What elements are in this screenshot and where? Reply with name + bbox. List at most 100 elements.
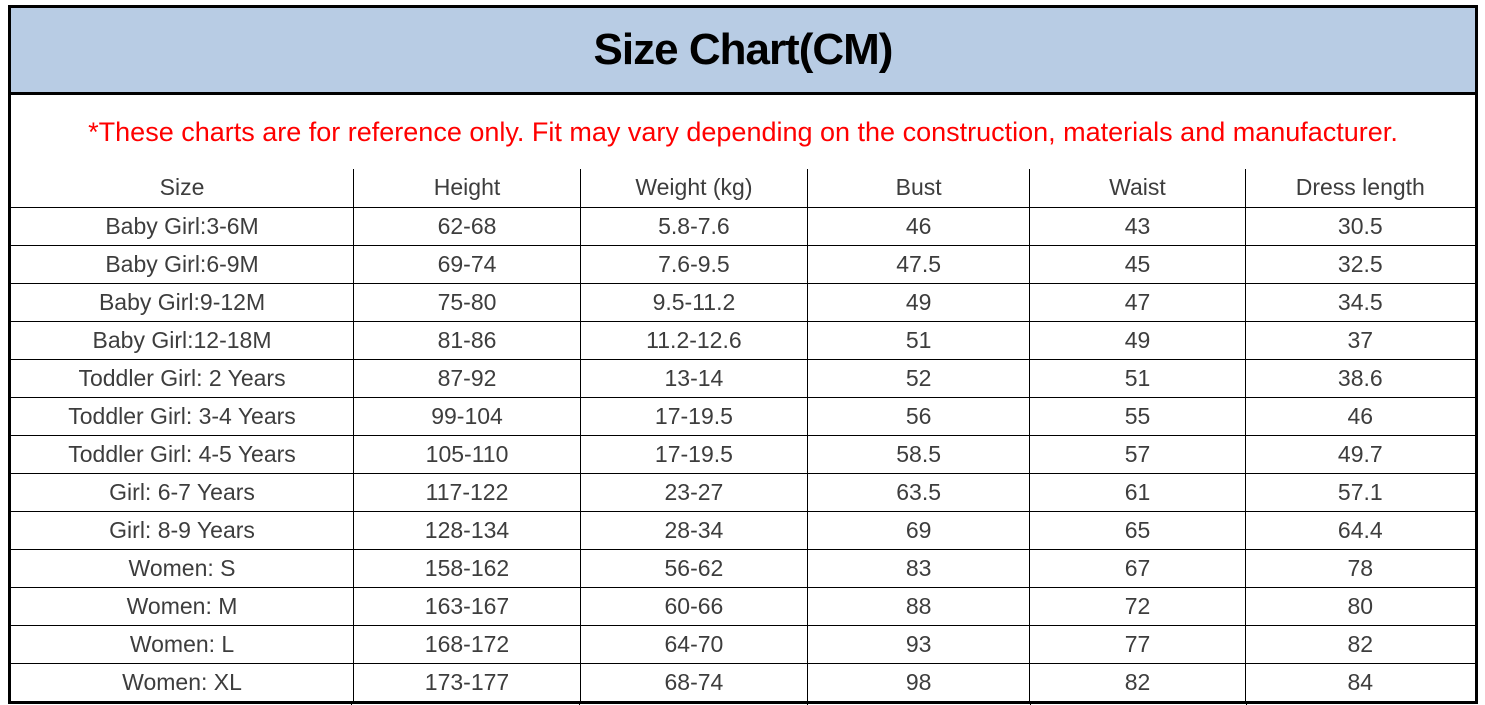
table-row: Women: S 158-162 56-62 83 67 78 <box>11 548 1475 588</box>
table-row: Baby Girl:6-9M 69-74 7.6-9.5 47.5 45 32.5 <box>11 244 1475 284</box>
table-cell: 173-177 <box>353 662 581 701</box>
table-cell: 158-162 <box>353 548 581 588</box>
table-cell: 55 <box>1029 396 1246 436</box>
table-cell: Baby Girl:12-18M <box>11 320 355 360</box>
table-cell: 23-27 <box>579 472 808 512</box>
table-cell: 32.5 <box>1244 244 1475 284</box>
disclaimer-row: *These charts are for reference only. Fi… <box>11 95 1475 169</box>
table-cell: 68-74 <box>579 662 808 701</box>
chart-frame: *These charts are for reference only. Fi… <box>8 95 1478 704</box>
table-cell: 51 <box>806 320 1031 360</box>
table-cell: 67 <box>1029 548 1246 588</box>
table-cell: 37 <box>1244 320 1475 360</box>
table-cell: 61 <box>1029 472 1246 512</box>
column-header: Size <box>11 169 355 208</box>
size-chart-sheet: Size Chart(CM) *These charts are for ref… <box>8 0 1478 705</box>
table-row: Toddler Girl: 4-5 Years 105-110 17-19.5 58.… <box>11 434 1475 474</box>
table-cell: 30.5 <box>1244 206 1475 246</box>
column-header: Waist <box>1029 169 1246 208</box>
table-cell: Women: L <box>11 624 355 664</box>
table-cell: Girl: 6-7 Years <box>11 472 355 512</box>
table-cell: 69-74 <box>353 244 581 284</box>
table-cell: 64.4 <box>1244 510 1475 550</box>
table-cell: Baby Girl:6-9M <box>11 244 355 284</box>
table-cell: 57.1 <box>1244 472 1475 512</box>
table-cell: 46 <box>806 206 1031 246</box>
table-cell: 56-62 <box>579 548 808 588</box>
table-cell: 82 <box>1244 624 1475 664</box>
table-cell: 69 <box>806 510 1031 550</box>
table-row: Women: M 163-167 60-66 88 72 80 <box>11 586 1475 626</box>
table-cell: 58.5 <box>806 434 1031 474</box>
table-row: Baby Girl:9-12M 75-80 9.5-11.2 49 47 34.5 <box>11 282 1475 322</box>
table-cell: 17-19.5 <box>579 434 808 474</box>
table-row: Girl: 8-9 Years 128-134 28-34 69 65 64.4 <box>11 510 1475 550</box>
table-cell: 9.5-11.2 <box>579 282 808 322</box>
table-row: Women: XL 173-177 68-74 98 82 84 <box>11 662 1475 701</box>
title-bar: Size Chart(CM) <box>8 5 1478 95</box>
table-row: Women: L 168-172 64-70 93 77 82 <box>11 624 1475 664</box>
table-header-row: Size Height Weight (kg) Bust Waist Dress leng… <box>11 169 1475 208</box>
table-cell: Baby Girl:3-6M <box>11 206 355 246</box>
table-cell: 117-122 <box>353 472 581 512</box>
table-cell: 47.5 <box>806 244 1031 284</box>
table-cell: 65 <box>1029 510 1246 550</box>
size-table: Size Height Weight (kg) Bust Waist Dress leng… <box>11 169 1475 701</box>
table-cell: 5.8-7.6 <box>579 206 808 246</box>
table-cell: 168-172 <box>353 624 581 664</box>
table-cell: 13-14 <box>579 358 808 398</box>
table-cell: 77 <box>1029 624 1246 664</box>
table-cell: 83 <box>806 548 1031 588</box>
table-cell: 62-68 <box>353 206 581 246</box>
column-header: Weight (kg) <box>579 169 808 208</box>
table-cell: 57 <box>1029 434 1246 474</box>
table-cell: 78 <box>1244 548 1475 588</box>
table-cell: 81-86 <box>353 320 581 360</box>
table-cell: 52 <box>806 358 1031 398</box>
table-row: Girl: 6-7 Years 117-122 23-27 63.5 61 57.1 <box>11 472 1475 512</box>
table-cell: 72 <box>1029 586 1246 626</box>
table-cell: 45 <box>1029 244 1246 284</box>
table-cell: 163-167 <box>353 586 581 626</box>
table-cell: 7.6-9.5 <box>579 244 808 284</box>
table-cell: Toddler Girl: 4-5 Years <box>11 434 355 474</box>
disclaimer-text: *These charts are for reference only. Fi… <box>88 116 1398 147</box>
table-cell: 63.5 <box>806 472 1031 512</box>
column-header: Bust <box>806 169 1031 208</box>
table-cell: 93 <box>806 624 1031 664</box>
table-cell: 98 <box>806 662 1031 701</box>
table-cell: 105-110 <box>353 434 581 474</box>
table-row: Baby Girl:12-18M 81-86 11.2-12.6 51 49 37 <box>11 320 1475 360</box>
table-cell: Women: XL <box>11 662 355 701</box>
table-cell: 46 <box>1244 396 1475 436</box>
table-cell: 88 <box>806 586 1031 626</box>
table-cell: 11.2-12.6 <box>579 320 808 360</box>
table-cell: 64-70 <box>579 624 808 664</box>
table-cell: 82 <box>1029 662 1246 701</box>
table-cell: 56 <box>806 396 1031 436</box>
table-cell: 80 <box>1244 586 1475 626</box>
table-cell: 28-34 <box>579 510 808 550</box>
table-cell: 51 <box>1029 358 1246 398</box>
table-row: Toddler Girl: 3-4 Years 99-104 17-19.5 56 55… <box>11 396 1475 436</box>
table-cell: Women: M <box>11 586 355 626</box>
table-cell: Toddler Girl: 2 Years <box>11 358 355 398</box>
table-cell: 75-80 <box>353 282 581 322</box>
table-cell: 43 <box>1029 206 1246 246</box>
table-cell: Women: S <box>11 548 355 588</box>
table-cell: 49 <box>806 282 1031 322</box>
table-cell: 128-134 <box>353 510 581 550</box>
table-cell: Toddler Girl: 3-4 Years <box>11 396 355 436</box>
table-cell: 84 <box>1244 662 1475 701</box>
table-cell: 60-66 <box>579 586 808 626</box>
table-row: Baby Girl:3-6M 62-68 5.8-7.6 46 43 30.5 <box>11 206 1475 246</box>
table-cell: 49 <box>1029 320 1246 360</box>
table-cell: 99-104 <box>353 396 581 436</box>
table-row: Toddler Girl: 2 Years 87-92 13-14 52 51 38.6 <box>11 358 1475 398</box>
table-cell: 17-19.5 <box>579 396 808 436</box>
table-cell: 87-92 <box>353 358 581 398</box>
table-cell: 34.5 <box>1244 282 1475 322</box>
table-cell: 49.7 <box>1244 434 1475 474</box>
table-cell: 47 <box>1029 282 1246 322</box>
column-header: Height <box>353 169 581 208</box>
